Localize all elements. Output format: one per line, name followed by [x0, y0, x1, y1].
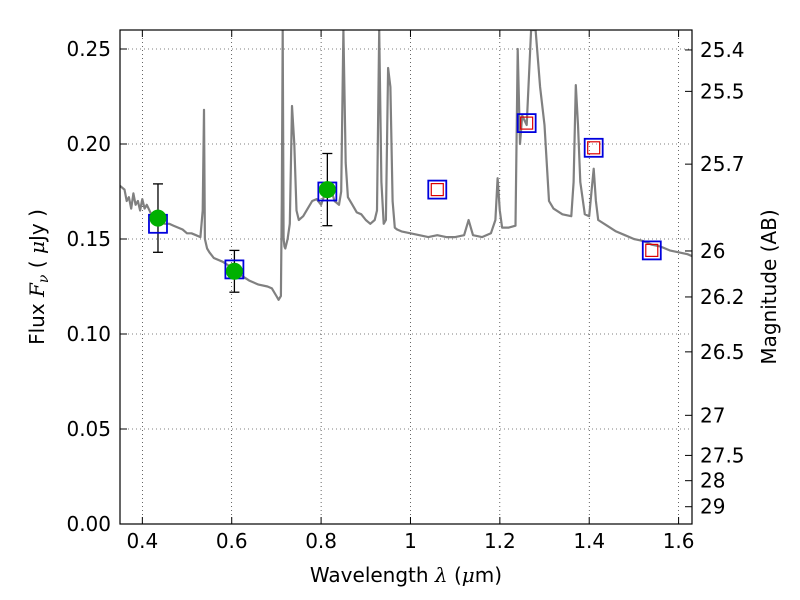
plot-frame — [119, 29, 693, 525]
x-tick-label: 1.4 — [573, 529, 605, 553]
magnitude-tick-label: 26.2 — [700, 285, 745, 309]
x-tick-label: 1.6 — [663, 529, 695, 553]
grid — [120, 30, 692, 525]
model-flux-box — [516, 113, 537, 133]
magnitude-tick-label: 26.5 — [700, 340, 745, 364]
x-axis-label: Wavelength λ (μm) — [310, 563, 502, 587]
magnitude-tick-label: 27.5 — [700, 443, 745, 467]
y-axis-label: Flux Fν ( μJy ) — [25, 209, 52, 345]
model-flux-box — [583, 137, 604, 158]
predicted-flux-box — [587, 141, 601, 155]
predicted-flux-box — [520, 116, 534, 130]
magnitude-tick-label: 25.7 — [700, 152, 745, 176]
model-flux-box — [641, 240, 662, 261]
y-tick-label: 0.05 — [66, 417, 111, 441]
y-tick-label: 0.15 — [66, 227, 111, 251]
measured-flux-point — [149, 209, 167, 227]
model-flux-box — [427, 179, 448, 200]
magnitude-tick-label: 29 — [700, 495, 725, 519]
magnitude-tick-label: 25.4 — [700, 38, 745, 62]
axis-ticks: 0.4 0.6 0.8 1 1.2 1.4 1.6 0.00 0.05 0.10 0.15 0.20 0… — [66, 30, 745, 553]
spectrum-line — [120, 30, 692, 301]
magnitude-tick-label: 26 — [700, 239, 725, 263]
y-tick-label: 0.10 — [66, 322, 111, 346]
x-tick-label: 0.8 — [305, 529, 337, 553]
y-axis-label-right: Magnitude (AB) — [757, 209, 781, 364]
x-tick-label: 0.4 — [126, 529, 158, 553]
magnitude-tick-label: 25.5 — [700, 79, 745, 103]
x-tick-label: 0.6 — [216, 529, 248, 553]
y-tick-label: 0.20 — [66, 132, 111, 156]
photometry-points — [148, 113, 662, 293]
predicted-flux-box — [645, 243, 659, 257]
measured-flux-point — [225, 262, 243, 280]
magnitude-tick-label: 28 — [700, 469, 725, 493]
magnitude-tick-label: 27 — [700, 403, 725, 427]
y-tick-label: 0.00 — [66, 512, 111, 536]
predicted-flux-box — [430, 183, 444, 197]
y-tick-label: 0.25 — [66, 37, 111, 61]
model-spectrum — [120, 30, 692, 301]
measured-flux-point — [318, 181, 336, 199]
x-tick-label: 1 — [404, 529, 417, 553]
x-tick-label: 1.2 — [484, 529, 516, 553]
